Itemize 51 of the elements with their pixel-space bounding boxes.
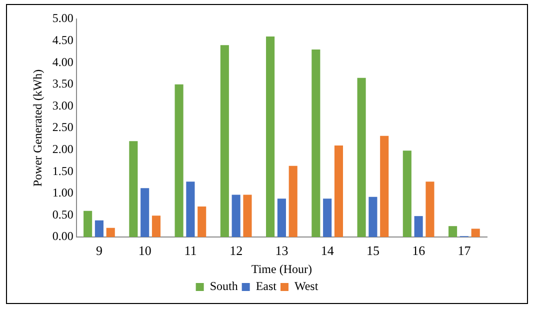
bar <box>266 36 275 237</box>
x-tick-label: 11 <box>184 243 197 258</box>
bar <box>312 50 320 237</box>
bar <box>106 228 115 237</box>
y-tick-label: 3.00 <box>52 98 74 112</box>
bar <box>129 141 138 237</box>
bar <box>232 194 240 237</box>
bar <box>414 216 423 237</box>
legend-label: South <box>210 279 238 294</box>
y-tick-label: 4.50 <box>52 32 74 47</box>
y-tick-label: 3.50 <box>52 76 74 91</box>
bar <box>368 196 378 237</box>
y-tick-label: 4.00 <box>52 54 74 69</box>
bar <box>288 166 298 237</box>
bar <box>426 182 434 237</box>
x-tick-label: 9 <box>96 243 102 258</box>
legend-label: East <box>256 279 278 294</box>
x-tick-label: 14 <box>320 243 334 258</box>
bar <box>243 194 252 237</box>
bar <box>471 228 480 237</box>
bar <box>448 226 458 237</box>
y-tick-label: 1.50 <box>52 164 74 178</box>
bar <box>186 182 195 237</box>
bar <box>94 220 104 237</box>
x-tick-label: 13 <box>275 243 288 258</box>
x-axis-title: Time (Hour) <box>251 262 312 276</box>
bar <box>323 198 332 237</box>
legend-label: West <box>294 279 319 294</box>
x-tick-label: 10 <box>138 243 152 258</box>
bar <box>357 78 366 237</box>
y-tick-label: 0.00 <box>52 229 74 244</box>
y-tick-label: 1.00 <box>52 186 74 200</box>
bar <box>140 188 150 237</box>
x-tick-label: 15 <box>366 243 380 258</box>
y-tick-label: 2.50 <box>52 120 74 134</box>
bar <box>198 206 206 237</box>
bar <box>277 198 286 237</box>
x-tick-label: 16 <box>412 243 426 258</box>
bar <box>380 136 389 237</box>
bar <box>84 210 92 237</box>
y-tick-label: 5.00 <box>52 11 74 26</box>
bar <box>402 150 412 237</box>
bar <box>152 216 161 237</box>
bar <box>334 145 344 237</box>
y-tick-label: 2.00 <box>52 142 74 156</box>
x-tick-label: 17 <box>458 243 472 258</box>
y-axis-title: Power Generated (kWh) <box>30 69 44 187</box>
y-tick-label: 0.50 <box>52 207 74 222</box>
bar <box>174 84 184 237</box>
x-tick-label: 12 <box>230 243 243 258</box>
bar <box>220 45 229 237</box>
